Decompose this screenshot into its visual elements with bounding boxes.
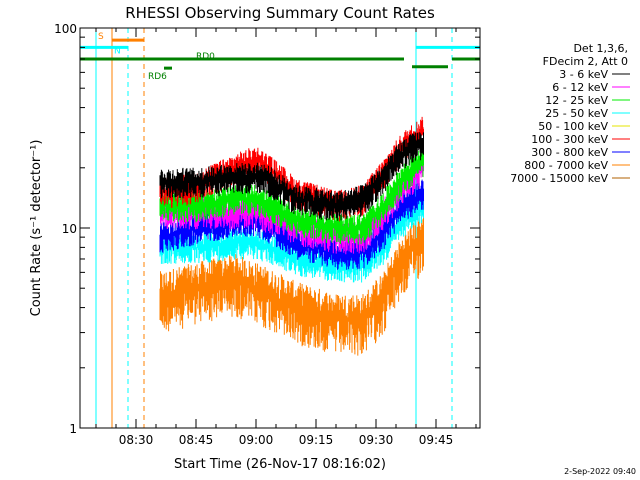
series-band-0 bbox=[159, 132, 424, 221]
series-band-2 bbox=[159, 146, 424, 245]
state-label-3: RD6 bbox=[148, 72, 167, 82]
state-label-1: N bbox=[114, 46, 121, 56]
legend-label-5: 100 - 300 keV bbox=[531, 133, 608, 146]
y-tick-label-2: 100 bbox=[54, 22, 77, 36]
legend-label-0: 3 - 6 keV bbox=[559, 68, 608, 81]
x-tick-label-5: 09:45 bbox=[419, 433, 454, 447]
x-tick-label-4: 09:30 bbox=[359, 433, 394, 447]
legend-label-2: 12 - 25 keV bbox=[545, 94, 608, 107]
x-tick-label-1: 08:45 bbox=[179, 433, 214, 447]
y-tick-label-0: 1 bbox=[69, 422, 77, 436]
legend-label-8: 7000 - 15000 keV bbox=[510, 172, 608, 185]
x-tick-label-0: 08:30 bbox=[119, 433, 154, 447]
y-tick-label-1: 10 bbox=[62, 222, 77, 236]
legend-label-6: 300 - 800 keV bbox=[531, 146, 608, 159]
y-axis-label: Count Rate (s⁻¹ detector⁻¹) bbox=[29, 140, 44, 317]
legend-label-1: 6 - 12 keV bbox=[552, 81, 608, 94]
x-tick-label-2: 09:00 bbox=[239, 433, 274, 447]
legend-header-0: Det 1,3,6, bbox=[573, 42, 628, 55]
legend-label-7: 800 - 7000 keV bbox=[524, 159, 608, 172]
legend-label-3: 25 - 50 keV bbox=[545, 107, 608, 120]
chart-title: RHESSI Observing Summary Count Rates bbox=[125, 4, 435, 22]
legend-header-1: FDecim 2, Att 0 bbox=[543, 55, 628, 68]
x-tick-label-3: 09:15 bbox=[299, 433, 334, 447]
footer-date: 2-Sep-2022 09:40 bbox=[564, 467, 636, 476]
legend-label-4: 50 - 100 keV bbox=[538, 120, 608, 133]
state-label-2: RD0 bbox=[196, 52, 215, 62]
x-axis-label: Start Time (26-Nov-17 08:16:02) bbox=[174, 457, 386, 472]
state-label-0: S bbox=[98, 32, 104, 42]
series-band-6 bbox=[159, 214, 424, 356]
